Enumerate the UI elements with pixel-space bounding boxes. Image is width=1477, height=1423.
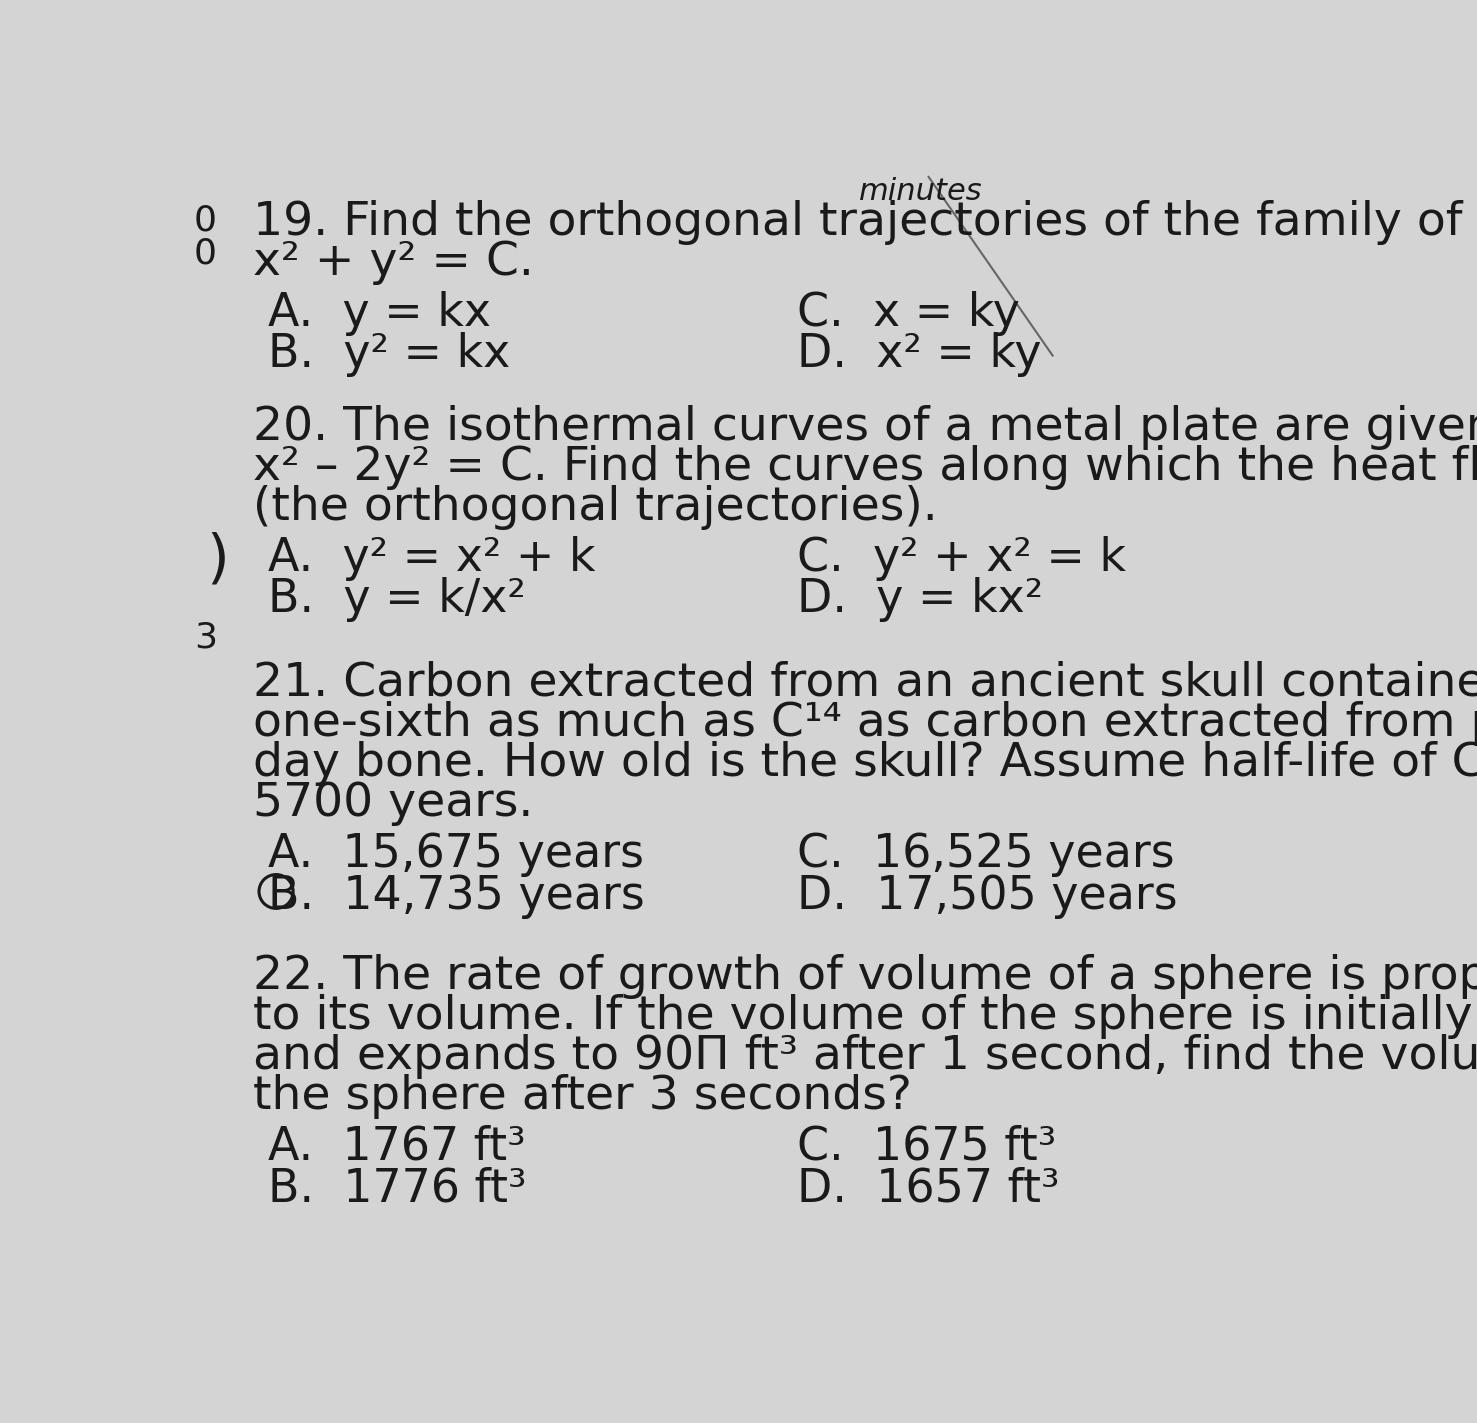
Text: 20. The isothermal curves of a metal plate are given by: 20. The isothermal curves of a metal pla… [253, 404, 1477, 450]
Text: B.  1776 ft³: B. 1776 ft³ [269, 1167, 527, 1211]
Text: x² – 2y² = C. Find the curves along which the heat flows: x² – 2y² = C. Find the curves along whic… [253, 445, 1477, 490]
Text: 3: 3 [193, 620, 217, 655]
Text: minutes: minutes [858, 176, 982, 206]
Text: 19. Find the orthogonal trajectories of the family of curves: 19. Find the orthogonal trajectories of … [253, 201, 1477, 245]
Text: D.  1657 ft³: D. 1657 ft³ [798, 1167, 1059, 1211]
Text: D.  y = kx²: D. y = kx² [798, 578, 1043, 622]
Text: D.  17,505 years: D. 17,505 years [798, 874, 1177, 919]
Text: to its volume. If the volume of the sphere is initially 36Π ft³: to its volume. If the volume of the sphe… [253, 993, 1477, 1039]
Text: ): ) [207, 532, 229, 589]
Text: the sphere after 3 seconds?: the sphere after 3 seconds? [253, 1074, 911, 1118]
Text: C.  y² + x² = k: C. y² + x² = k [798, 535, 1125, 581]
Text: 0: 0 [193, 236, 217, 270]
Text: 22. The rate of growth of volume of a sphere is proportional: 22. The rate of growth of volume of a sp… [253, 953, 1477, 999]
Text: day bone. How old is the skull? Assume half-life of C¹⁴ is: day bone. How old is the skull? Assume h… [253, 741, 1477, 787]
Text: 21. Carbon extracted from an ancient skull contained only: 21. Carbon extracted from an ancient sku… [253, 662, 1477, 706]
Text: B.  y² = kx: B. y² = kx [269, 333, 511, 377]
Text: C.  1675 ft³: C. 1675 ft³ [798, 1124, 1056, 1170]
Text: x² + y² = C.: x² + y² = C. [253, 240, 533, 285]
Text: and expands to 90Π ft³ after 1 second, find the volume of: and expands to 90Π ft³ after 1 second, f… [253, 1035, 1477, 1079]
Text: (the orthogonal trajectories).: (the orthogonal trajectories). [253, 485, 938, 529]
Text: D.  x² = ky: D. x² = ky [798, 333, 1041, 377]
Text: C.  x = ky: C. x = ky [798, 290, 1019, 336]
Text: B.  14,735 years: B. 14,735 years [269, 874, 645, 919]
Text: A.  1767 ft³: A. 1767 ft³ [269, 1124, 526, 1170]
Text: C.  16,525 years: C. 16,525 years [798, 832, 1174, 877]
Text: A.  y = kx: A. y = kx [269, 290, 492, 336]
Text: A.  15,675 years: A. 15,675 years [269, 832, 644, 877]
Text: B.  y = k/x²: B. y = k/x² [269, 578, 526, 622]
Text: one-sixth as much as C¹⁴ as carbon extracted from present: one-sixth as much as C¹⁴ as carbon extra… [253, 702, 1477, 746]
Text: 0: 0 [193, 203, 217, 238]
Text: 5700 years.: 5700 years. [253, 781, 533, 827]
Text: A.  y² = x² + k: A. y² = x² + k [269, 535, 595, 581]
